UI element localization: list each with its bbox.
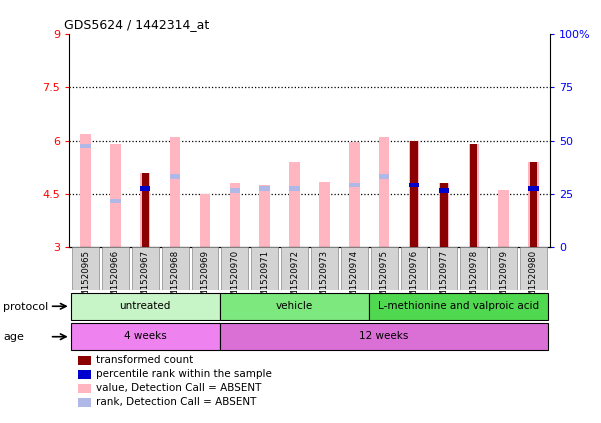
FancyBboxPatch shape <box>311 247 338 290</box>
FancyBboxPatch shape <box>162 247 189 290</box>
FancyBboxPatch shape <box>251 247 278 290</box>
Bar <box>289 162 300 247</box>
Bar <box>439 188 449 193</box>
Text: value, Detection Call = ABSENT: value, Detection Call = ABSENT <box>96 383 261 393</box>
Bar <box>349 183 359 187</box>
Bar <box>140 187 150 191</box>
Bar <box>529 162 537 247</box>
Bar <box>409 183 419 187</box>
Bar <box>170 174 180 179</box>
Bar <box>439 184 449 247</box>
FancyBboxPatch shape <box>460 247 487 290</box>
Text: rank, Detection Call = ABSENT: rank, Detection Call = ABSENT <box>96 397 257 407</box>
FancyBboxPatch shape <box>221 247 248 290</box>
Bar <box>260 187 270 191</box>
Bar <box>230 188 240 193</box>
FancyBboxPatch shape <box>369 293 549 320</box>
Bar <box>110 199 121 203</box>
Text: GSM1520971: GSM1520971 <box>260 250 269 308</box>
Text: GSM1520978: GSM1520978 <box>469 250 478 308</box>
FancyBboxPatch shape <box>72 247 99 290</box>
Text: GSM1520969: GSM1520969 <box>201 250 210 308</box>
Bar <box>409 141 419 247</box>
Text: L-methionine and valproic acid: L-methionine and valproic acid <box>378 301 539 310</box>
Bar <box>141 173 149 247</box>
Bar <box>200 194 210 247</box>
Bar <box>528 162 538 247</box>
Bar <box>349 143 359 247</box>
FancyBboxPatch shape <box>192 247 218 290</box>
Bar <box>440 184 448 247</box>
FancyBboxPatch shape <box>490 247 517 290</box>
Bar <box>379 137 389 247</box>
Text: 4 weeks: 4 weeks <box>124 331 166 341</box>
Text: GSM1520980: GSM1520980 <box>529 250 538 308</box>
FancyBboxPatch shape <box>220 293 369 320</box>
Text: GSM1520977: GSM1520977 <box>439 250 448 308</box>
Bar <box>81 144 91 148</box>
Text: GSM1520968: GSM1520968 <box>171 250 180 308</box>
Bar <box>379 174 389 179</box>
Bar <box>498 190 509 247</box>
Text: untreated: untreated <box>120 301 171 310</box>
FancyBboxPatch shape <box>341 247 368 290</box>
Bar <box>410 141 418 247</box>
Text: GSM1520979: GSM1520979 <box>499 250 508 308</box>
Bar <box>170 137 180 247</box>
Text: GSM1520976: GSM1520976 <box>409 250 418 308</box>
FancyBboxPatch shape <box>220 323 549 350</box>
Text: percentile rank within the sample: percentile rank within the sample <box>96 369 272 379</box>
FancyBboxPatch shape <box>102 247 129 290</box>
Text: GSM1520966: GSM1520966 <box>111 250 120 308</box>
FancyBboxPatch shape <box>70 323 220 350</box>
Bar <box>260 185 270 247</box>
FancyBboxPatch shape <box>371 247 398 290</box>
Text: GSM1520975: GSM1520975 <box>380 250 389 308</box>
FancyBboxPatch shape <box>70 293 220 320</box>
Bar <box>140 173 150 247</box>
Text: protocol: protocol <box>3 302 48 312</box>
Bar <box>528 187 538 191</box>
FancyBboxPatch shape <box>132 247 159 290</box>
Text: GSM1520973: GSM1520973 <box>320 250 329 308</box>
Bar <box>81 134 91 247</box>
Text: 12 weeks: 12 weeks <box>359 331 409 341</box>
Text: transformed count: transformed count <box>96 355 194 365</box>
Text: age: age <box>3 332 24 342</box>
FancyBboxPatch shape <box>281 247 308 290</box>
FancyBboxPatch shape <box>430 247 457 290</box>
Bar <box>319 181 330 247</box>
Bar <box>110 144 121 247</box>
Bar <box>230 184 240 247</box>
Text: GSM1520967: GSM1520967 <box>141 250 150 308</box>
Text: GSM1520972: GSM1520972 <box>290 250 299 308</box>
Text: GSM1520965: GSM1520965 <box>81 250 90 308</box>
Text: vehicle: vehicle <box>276 301 313 310</box>
Text: GSM1520970: GSM1520970 <box>230 250 239 308</box>
Text: GDS5624 / 1442314_at: GDS5624 / 1442314_at <box>64 18 210 31</box>
Bar <box>470 144 478 247</box>
Bar <box>469 144 479 247</box>
FancyBboxPatch shape <box>520 247 547 290</box>
Bar <box>289 187 300 191</box>
Text: GSM1520974: GSM1520974 <box>350 250 359 308</box>
FancyBboxPatch shape <box>401 247 427 290</box>
